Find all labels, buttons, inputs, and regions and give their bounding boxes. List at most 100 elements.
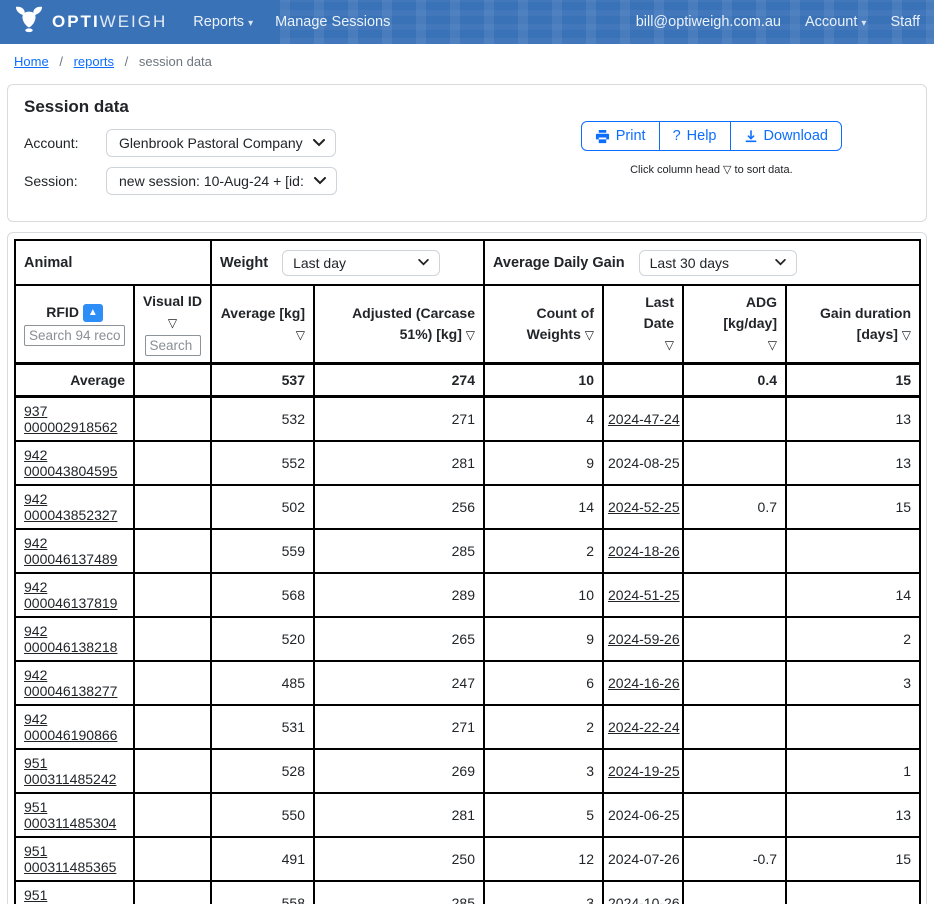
adjusted-kg-cell: 269 [313,747,485,794]
last-date-link[interactable]: 2024-18-26 [608,542,680,559]
table-row: 951 000311485242 528 269 3 2024-19-25 1 [14,747,922,794]
table-row: 942 000046137819 568 289 10 2024-51-25 14 [14,571,922,618]
download-icon [745,129,756,142]
last-date-link[interactable]: 2024-47-24 [608,410,680,427]
rfid-link[interactable]: 942 000043852327 [24,490,118,523]
table-row: 942 000043804595 552 281 9 2024-08-25 13 [14,439,922,486]
printer-icon [595,129,609,143]
column-header-rfid: RFID ▲ [14,284,135,364]
duration-cell: 13 [784,395,922,442]
count-cell: 6 [483,659,604,706]
sort-icon[interactable]: ▽ [167,316,178,331]
duration-cell [784,527,922,574]
column-header-adg: ADG [kg/day] ▽ [682,284,787,364]
rfid-link[interactable]: 942 000046137819 [24,578,118,611]
count-cell: 9 [483,615,604,662]
last-date-cell: 2024-07-26 [602,835,684,882]
rfid-link[interactable]: 942 000046138218 [24,622,118,655]
table-row: 942 000046138277 485 247 6 2024-16-26 3 [14,659,922,706]
rfid-search-input[interactable] [24,324,125,346]
adjusted-kg-cell: 271 [313,703,485,750]
nav-account[interactable]: Account ▾ [805,14,867,30]
last-date-cell: 2024-18-26 [602,527,684,574]
average-adg-cell: 0.4 [682,361,787,398]
last-date-link[interactable]: 2024-22-24 [608,718,680,735]
adjusted-kg-cell: 285 [313,527,485,574]
sort-icon[interactable]: ▽ [901,327,912,342]
rfid-link[interactable]: 951 000311485304 [24,798,117,831]
nav-reports[interactable]: Reports ▾ [193,14,254,30]
adg-cell [682,571,787,618]
rfid-link[interactable]: 942 000046190866 [24,710,118,743]
adg-period-select[interactable]: Last 30 days [638,249,797,276]
nav-user-email[interactable]: bill@optiweigh.com.au [635,14,781,30]
count-cell: 12 [483,835,604,882]
visual-id-cell [133,483,212,530]
table-row: 942 000043852327 502 256 14 2024-52-25 0.7 15 [14,483,922,530]
last-date-link[interactable]: 2024-19-25 [608,762,680,779]
session-table-card: Animal Weight Last day Average Daily Gai… [7,232,927,904]
table-row: 951 000311485365 491 250 12 2024-07-26 -0.7 15 [14,835,922,882]
table-row: 942 000046190866 531 271 2 2024-22-24 [14,703,922,750]
weight-period-select[interactable]: Last day [282,249,441,276]
chevron-down-icon [312,139,325,147]
count-cell: 2 [483,703,604,750]
sort-icon[interactable]: ▽ [295,327,305,342]
average-kg-cell: 485 [210,659,315,706]
adg-cell: 0.7 [682,483,787,530]
sort-icon[interactable]: ▽ [584,327,594,342]
sort-icon[interactable]: ▽ [465,327,475,342]
rfid-link[interactable]: 951 000311485242 [24,754,117,787]
session-data-table: Animal Weight Last day Average Daily Gai… [14,239,922,904]
visual-id-cell [133,747,212,794]
help-button[interactable]: ? Help [658,121,731,151]
breadcrumb-home-link[interactable]: Home [14,54,49,69]
rfid-link[interactable]: 942 000046138277 [24,666,118,699]
last-date-cell: 2024-59-26 [602,615,684,662]
average-adjusted-cell: 274 [313,361,485,398]
account-select-value: Glenbrook Pastoral Company [119,135,303,151]
sort-icon[interactable]: ▽ [664,338,674,353]
account-label: Account: [24,135,79,151]
last-date-cell: 2024-52-25 [602,483,684,530]
chevron-down-icon: ▾ [248,18,254,29]
last-date-link[interactable]: 2024-16-26 [608,674,680,691]
nav-manage-sessions[interactable]: Manage Sessions [275,14,391,30]
rfid-link[interactable]: 951 000322959048 [24,886,117,904]
print-button[interactable]: Print [580,121,660,151]
sort-icon[interactable]: ▽ [767,338,777,353]
last-date-link[interactable]: 2024-52-25 [608,498,680,515]
last-date-cell: 2024-08-25 [602,439,684,486]
rfid-link[interactable]: 951 000311485365 [24,842,117,875]
duration-cell [784,879,922,904]
download-button[interactable]: Download [729,121,842,151]
nav-staff[interactable]: Staff [890,14,920,30]
table-row: 951 000311485304 550 281 5 2024-06-25 13 [14,791,922,838]
last-date-link[interactable]: 2024-51-25 [608,586,680,603]
count-cell: 3 [483,747,604,794]
rfid-link[interactable]: 937 000002918562 [24,402,118,435]
visual-id-search-input[interactable] [144,335,201,357]
sort-asc-active-icon[interactable]: ▲ [82,303,103,322]
chevron-down-icon [418,259,429,266]
column-header-adjusted: Adjusted (Carcase 51%) [kg] ▽ [313,284,485,364]
breadcrumb-reports-link[interactable]: reports [73,54,115,69]
average-label-cell: Average [14,361,135,398]
average-visual-cell [133,361,212,398]
rfid-link[interactable]: 942 000046137489 [24,534,118,567]
adjusted-kg-cell: 281 [313,791,485,838]
session-select[interactable]: new session: 10-Aug-24 + [id: [106,167,337,195]
last-date-link[interactable]: 2024-59-26 [608,630,680,647]
average-kg-cell: 528 [210,747,315,794]
rfid-link[interactable]: 942 000043804595 [24,446,118,479]
top-navbar: OPTIWEIGH Reports ▾ Manage Sessions bill@… [0,0,934,44]
account-select[interactable]: Glenbrook Pastoral Company [106,129,336,157]
adg-cell [682,791,787,838]
count-cell: 5 [483,791,604,838]
column-header-count: Count of Weights ▽ [483,284,604,364]
session-select-value: new session: 10-Aug-24 + [id: [119,173,304,189]
last-date-cell: 2024-47-24 [602,395,684,442]
table-body: 937 000002918562 532 271 4 2024-47-24 13 942 0… [14,395,922,904]
brand-logo[interactable]: OPTIWEIGH [14,6,167,39]
